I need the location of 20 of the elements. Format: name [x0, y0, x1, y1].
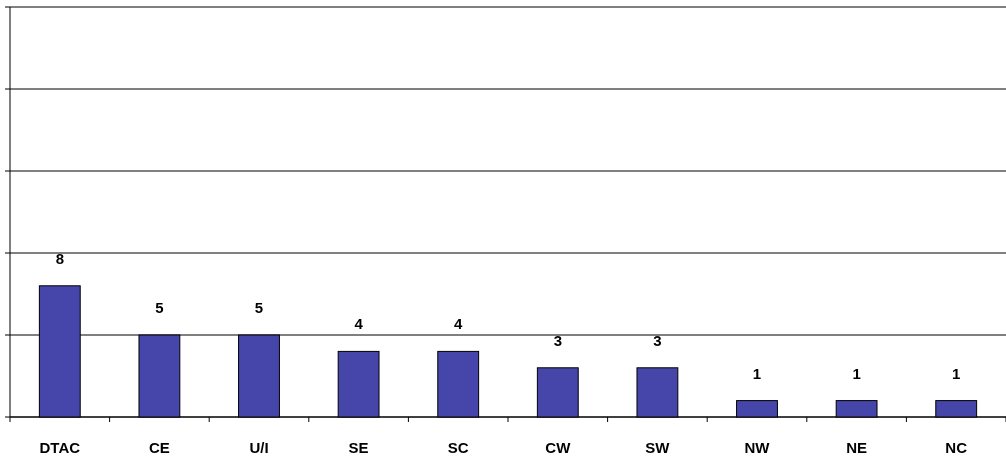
data-label: 5: [155, 299, 164, 316]
data-label: 4: [354, 315, 364, 333]
x-tick-label: DTAC: [39, 439, 81, 456]
x-tick-label: U/I: [249, 439, 269, 456]
x-tick-label: SW: [645, 439, 671, 456]
data-label: 1: [952, 364, 961, 382]
data-label: 5: [254, 299, 264, 316]
data-label: 1: [852, 364, 861, 382]
x-tick-label: CE: [148, 439, 170, 456]
data-label: 8: [55, 249, 64, 267]
data-label: 1: [752, 364, 762, 382]
data-label: 3: [653, 331, 662, 349]
x-tick-label: NE: [846, 439, 868, 456]
x-tick-label: SC: [447, 439, 469, 456]
x-tick-label: NC: [945, 439, 968, 456]
x-tick-label: CW: [545, 439, 572, 456]
x-tick-label: NW: [744, 439, 771, 456]
x-tick-label: SE: [348, 439, 369, 456]
data-label: 3: [553, 331, 562, 349]
data-label: 4: [454, 315, 464, 333]
